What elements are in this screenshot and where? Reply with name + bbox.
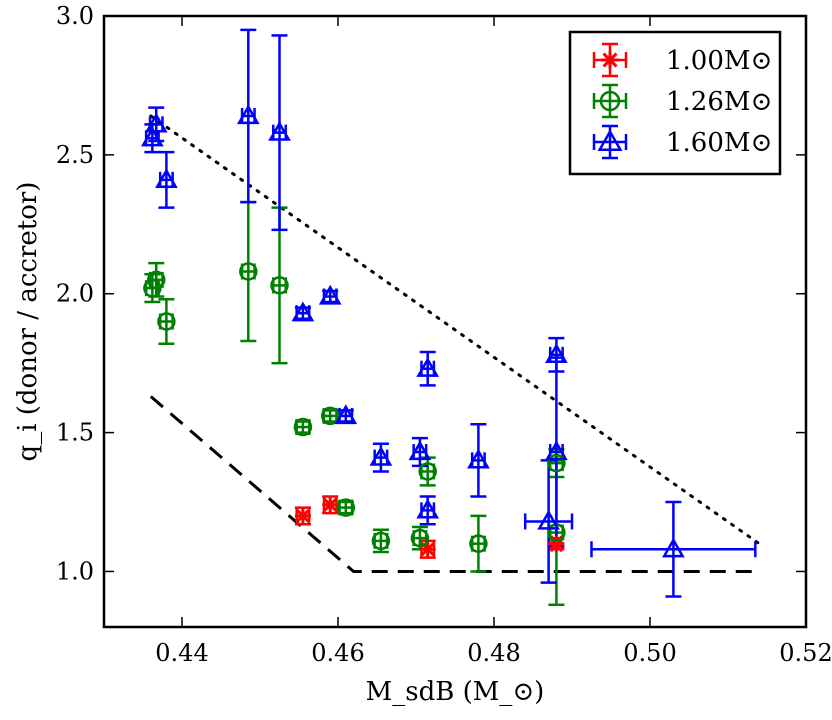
asterisk-stroke [602, 52, 618, 68]
asterisk-stroke [323, 497, 338, 512]
error-bar [158, 298, 175, 345]
error-bar [470, 514, 487, 573]
legend-label: 1.60M⊙ [666, 128, 772, 158]
triangle-marker [545, 343, 568, 363]
y-tick-label: 1.0 [56, 557, 94, 585]
x-tick-label: 0.46 [311, 639, 364, 667]
circle-marker [418, 462, 437, 481]
y-tick-label: 2.0 [56, 280, 94, 308]
x-tick-label: 0.48 [467, 639, 520, 667]
triangle-marker [268, 120, 291, 141]
asterisk-marker [294, 507, 311, 524]
x-tick-label: 0.44 [155, 639, 208, 667]
circle-marker [336, 498, 356, 517]
circle-marker [293, 417, 313, 437]
legend-label: 1.00M⊙ [666, 46, 772, 76]
triangle-marker [318, 284, 342, 305]
error-bar [240, 200, 257, 343]
triangle-marker [144, 112, 168, 133]
asterisk-marker [322, 496, 339, 513]
plot-frame [102, 14, 808, 629]
circle-marker [410, 528, 430, 548]
legend-entry: 1.00M⊙ [592, 42, 772, 78]
triangle-marker [545, 440, 568, 461]
circle-marker [147, 270, 166, 290]
x-tick-label: 0.52 [779, 639, 832, 667]
triangle-marker [236, 104, 260, 125]
triangle-marker [155, 168, 178, 189]
circle-marker [270, 276, 289, 295]
triangle-marker [408, 440, 432, 461]
dashed-reference-line [149, 395, 760, 573]
error-bar [523, 459, 574, 584]
circle-marker [599, 90, 621, 112]
error-bar [419, 456, 436, 487]
asterisk-marker [419, 541, 436, 558]
circle-marker [371, 531, 391, 551]
asterisk-stroke [296, 509, 310, 523]
circle-marker [239, 262, 258, 281]
y-axis-label: q_i (donor / accretor) [13, 182, 43, 462]
triangle-marker [291, 301, 315, 322]
y-tick-label: 1.5 [56, 419, 94, 447]
dotted-reference-line [149, 114, 761, 546]
asterisk-marker [601, 51, 619, 69]
triangle-marker [662, 537, 685, 558]
triangle-marker [416, 498, 440, 519]
x-axis-label: M_sdB (M_⊙) [366, 677, 545, 707]
legend-entry: 1.26M⊙ [592, 83, 772, 119]
y-tick-label: 3.0 [56, 2, 94, 30]
error-bar [590, 500, 757, 598]
circle-marker [143, 278, 162, 298]
circle-marker [469, 534, 488, 553]
legend-entry: 1.60M⊙ [592, 124, 772, 160]
triangle-marker [141, 126, 164, 147]
x-tick-label: 0.50 [623, 639, 676, 667]
triangle-marker [467, 448, 490, 469]
triangle-marker [369, 445, 393, 466]
asterisk-stroke [420, 542, 435, 557]
y-tick-label: 2.5 [56, 141, 94, 169]
legend-label: 1.26M⊙ [666, 87, 772, 117]
circle-marker [320, 406, 340, 426]
triangle-marker [597, 129, 623, 152]
triangle-marker [416, 356, 440, 377]
circle-marker [547, 453, 566, 473]
triangle-marker [537, 509, 560, 530]
triangle-marker [334, 404, 358, 425]
circle-marker [157, 312, 176, 331]
